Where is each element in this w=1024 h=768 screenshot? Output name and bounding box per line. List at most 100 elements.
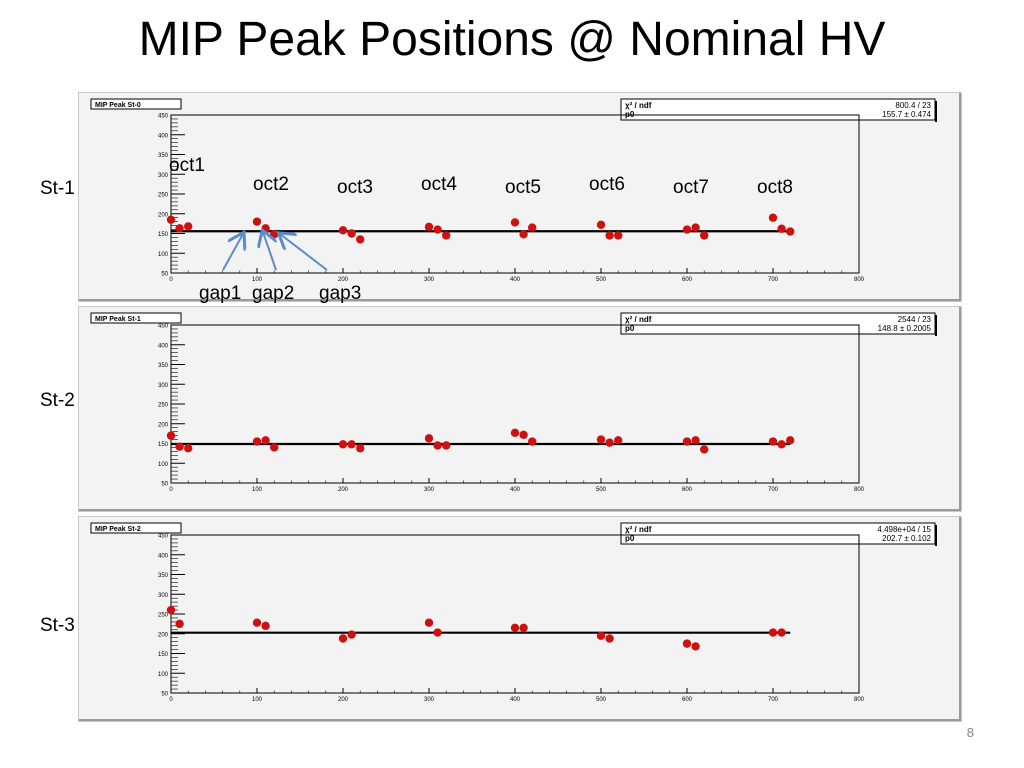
data-point bbox=[347, 229, 356, 238]
y-tick-label: 400 bbox=[158, 553, 169, 559]
hist-title: MIP Peak St-0 bbox=[95, 102, 141, 109]
y-tick-label: 450 bbox=[158, 114, 169, 120]
stats-p0-value: 202.7 ± 0.102 bbox=[882, 534, 931, 543]
y-tick-label: 100 bbox=[158, 462, 169, 468]
y-tick-label: 450 bbox=[158, 324, 169, 330]
data-point bbox=[510, 218, 520, 227]
data-point bbox=[356, 444, 365, 453]
data-point bbox=[786, 436, 795, 445]
x-tick-label: 500 bbox=[596, 277, 607, 283]
y-tick-label: 200 bbox=[158, 212, 169, 218]
x-tick-label: 300 bbox=[424, 487, 435, 493]
oct-label-3: oct3 bbox=[337, 177, 373, 198]
y-tick-label: 50 bbox=[161, 272, 168, 278]
data-point bbox=[424, 434, 434, 443]
stats-chi2-label: χ² / ndf bbox=[625, 525, 652, 534]
stats-box-shadow bbox=[935, 101, 937, 122]
hist-title: MIP Peak St-1 bbox=[95, 316, 141, 323]
data-point bbox=[252, 618, 262, 627]
y-tick-label: 50 bbox=[161, 482, 168, 488]
data-point bbox=[175, 619, 184, 629]
x-tick-label: 700 bbox=[768, 277, 779, 283]
y-tick-label: 150 bbox=[158, 442, 169, 448]
data-point bbox=[519, 623, 528, 633]
data-point bbox=[777, 628, 786, 637]
x-tick-label: 700 bbox=[768, 487, 779, 493]
data-point bbox=[682, 437, 692, 446]
x-tick-label: 400 bbox=[510, 487, 521, 493]
data-point bbox=[519, 230, 528, 239]
stats-p0-label: p0 bbox=[625, 324, 635, 333]
hist-title-box bbox=[90, 98, 182, 110]
x-tick-label: 100 bbox=[252, 277, 263, 283]
x-tick-label: 500 bbox=[596, 697, 607, 703]
data-point bbox=[261, 621, 270, 631]
y-tick-label: 150 bbox=[158, 652, 169, 658]
x-tick-label: 400 bbox=[510, 697, 521, 703]
gap-label-1: gap1 bbox=[199, 283, 242, 304]
data-point bbox=[347, 440, 356, 449]
data-point bbox=[184, 444, 193, 453]
gap-label-3: gap3 bbox=[319, 283, 362, 304]
data-point bbox=[166, 431, 176, 440]
y-tick-label: 200 bbox=[158, 422, 169, 428]
y-tick-label: 300 bbox=[158, 383, 169, 389]
data-point bbox=[338, 226, 348, 235]
gap-label-2: gap2 bbox=[252, 283, 295, 304]
data-point bbox=[442, 441, 451, 450]
data-point bbox=[528, 437, 537, 446]
data-point bbox=[261, 224, 270, 233]
chart-svg-st3: MIP Peak St-2 χ² / ndf 4.498e+04 / 15 p0 202… bbox=[90, 522, 937, 703]
data-point bbox=[356, 235, 365, 244]
oct-label-7: oct7 bbox=[673, 177, 709, 198]
data-point bbox=[184, 222, 193, 231]
page-number: 8 bbox=[966, 725, 974, 740]
data-point bbox=[777, 224, 786, 233]
x-tick-label: 800 bbox=[854, 277, 865, 283]
x-tick-label: 600 bbox=[682, 697, 693, 703]
data-point bbox=[347, 630, 356, 639]
y-tick-label: 150 bbox=[158, 232, 169, 238]
stats-chi2-value: 4.498e+04 / 15 bbox=[877, 525, 931, 534]
y-tick-label: 200 bbox=[158, 632, 169, 638]
data-point bbox=[166, 605, 176, 615]
data-point bbox=[252, 217, 262, 226]
data-point bbox=[691, 436, 700, 445]
y-tick-label: 350 bbox=[158, 573, 169, 579]
x-tick-label: 500 bbox=[596, 487, 607, 493]
oct-label-1: oct1 bbox=[169, 155, 205, 176]
stats-p0-value: 155.7 ± 0.474 bbox=[882, 110, 931, 119]
data-point bbox=[175, 224, 184, 233]
hist-title-box bbox=[90, 312, 182, 324]
data-point bbox=[270, 230, 279, 239]
stats-p0-value: 148.8 ± 0.2005 bbox=[878, 324, 932, 333]
oct-label-8: oct8 bbox=[757, 177, 793, 198]
slide-title: MIP Peak Positions @ Nominal HV bbox=[138, 13, 886, 66]
oct-label-5: oct5 bbox=[505, 177, 541, 198]
plot-frame bbox=[170, 534, 860, 694]
data-point bbox=[614, 231, 623, 240]
data-point bbox=[700, 445, 709, 454]
y-tick-label: 250 bbox=[158, 403, 169, 409]
x-tick-label: 200 bbox=[338, 277, 349, 283]
plot-frame bbox=[170, 324, 860, 484]
station-label-st1: St-1 bbox=[40, 178, 75, 199]
y-tick-label: 350 bbox=[158, 363, 169, 369]
x-tick-label: 100 bbox=[252, 487, 263, 493]
y-tick-label: 250 bbox=[158, 193, 169, 199]
data-point bbox=[596, 435, 606, 444]
station-label-st2: St-2 bbox=[40, 390, 75, 411]
x-tick-label: 600 bbox=[682, 277, 693, 283]
stats-p0-label: p0 bbox=[625, 534, 635, 543]
data-point bbox=[433, 441, 442, 450]
data-point bbox=[424, 222, 434, 231]
y-tick-label: 400 bbox=[158, 343, 169, 349]
data-point bbox=[596, 220, 606, 230]
data-point bbox=[777, 440, 786, 449]
data-point bbox=[614, 436, 623, 445]
chart-svg-st2: MIP Peak St-1 χ² / ndf 2544 / 23 p0 148.8 ± … bbox=[90, 312, 937, 493]
data-point bbox=[338, 440, 348, 449]
stats-box-shadow bbox=[935, 315, 937, 336]
data-point bbox=[510, 623, 520, 633]
oct-label-6: oct6 bbox=[589, 174, 625, 195]
